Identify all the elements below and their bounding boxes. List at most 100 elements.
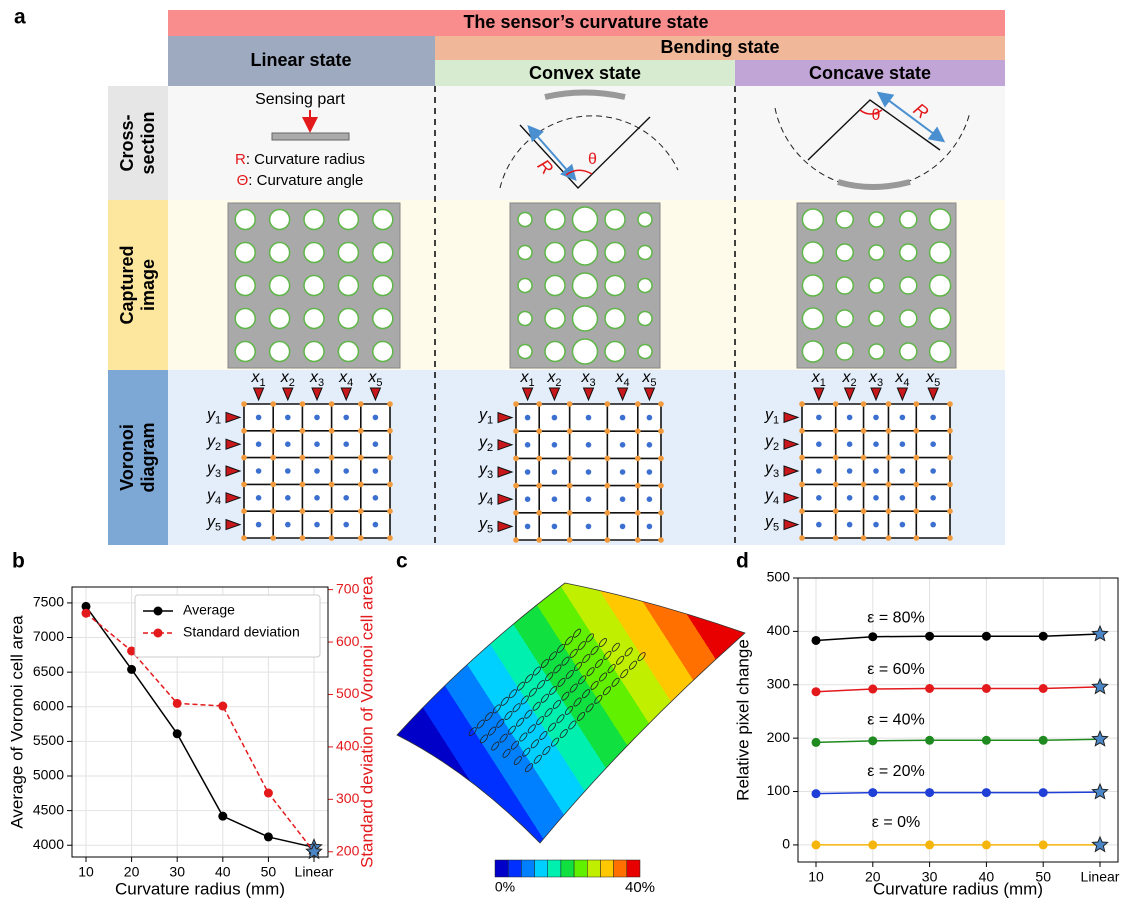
symbol: x	[338, 369, 348, 386]
pore	[585, 633, 594, 643]
dot	[835, 342, 854, 361]
seed	[619, 442, 626, 448]
dot	[544, 307, 566, 330]
marker	[263, 832, 273, 842]
vertex	[604, 401, 611, 407]
seed	[285, 468, 291, 474]
angle-symbol: θ	[588, 151, 597, 168]
vertex	[885, 428, 892, 434]
seed	[873, 468, 879, 474]
index: 2	[487, 442, 493, 454]
symbol: y	[206, 407, 216, 424]
seed	[372, 521, 379, 528]
vertex	[635, 537, 641, 543]
legend-marker	[153, 628, 163, 638]
vertex	[387, 428, 393, 434]
pore	[496, 718, 505, 728]
x-tick-label: 20	[865, 869, 881, 885]
dot	[571, 338, 599, 365]
series-line	[815, 791, 1101, 795]
pore	[590, 680, 599, 690]
index: 5	[376, 377, 382, 389]
dot	[337, 274, 360, 297]
symbol: R	[235, 151, 246, 168]
column-label: x4	[615, 369, 630, 389]
vertex	[832, 454, 839, 461]
index: 1	[215, 414, 221, 426]
index: 2	[555, 377, 561, 389]
vertex	[566, 401, 573, 407]
symbol: y	[764, 514, 774, 531]
pore	[539, 730, 548, 740]
vertex	[604, 537, 611, 543]
seed	[372, 441, 379, 448]
legend-label: Average	[183, 602, 235, 618]
vertex	[513, 428, 519, 435]
legend-box	[134, 594, 321, 658]
vertex	[860, 481, 867, 488]
marker	[925, 840, 935, 850]
pore	[599, 672, 608, 682]
vertex	[241, 535, 247, 541]
symbol: y	[478, 516, 488, 533]
colorbar-cell	[613, 859, 628, 878]
seed	[285, 521, 291, 528]
row-label: y2	[478, 434, 493, 454]
dot	[372, 340, 394, 363]
vertex	[566, 455, 573, 462]
pore	[551, 737, 560, 747]
vertex	[241, 401, 247, 407]
pore	[488, 726, 497, 736]
row-header	[108, 370, 168, 545]
seed	[873, 521, 879, 528]
vertex	[832, 428, 839, 434]
index: 5	[773, 522, 779, 534]
seed	[314, 441, 320, 448]
x-tick-label: 40	[979, 869, 995, 885]
vertex	[947, 454, 953, 461]
symbol: x	[280, 369, 290, 386]
row-label: y5	[206, 514, 221, 534]
y-axis-label: Relative pixel change	[733, 639, 752, 801]
vertex	[885, 508, 892, 514]
seed	[343, 495, 350, 501]
dot	[801, 241, 825, 264]
sensor-arc	[837, 179, 911, 190]
dot	[303, 340, 325, 363]
index: 1	[773, 414, 779, 426]
row-marker	[783, 438, 800, 450]
vertex	[513, 455, 519, 462]
pore	[602, 686, 611, 696]
symbol: x	[615, 369, 625, 386]
seed	[343, 468, 350, 474]
seed	[619, 414, 626, 421]
marker	[811, 840, 821, 850]
vertex	[536, 537, 542, 543]
index: 1	[260, 377, 266, 389]
symbol: x	[868, 369, 878, 386]
dot	[517, 343, 533, 360]
vertex	[947, 535, 953, 541]
pore	[525, 763, 534, 773]
y2-tick-label: 200	[336, 842, 360, 858]
index: 5	[487, 523, 493, 535]
seed	[619, 469, 626, 475]
pore	[513, 756, 522, 765]
pore	[476, 719, 485, 729]
column-label: x5	[925, 369, 940, 389]
column-label: x2	[280, 369, 295, 389]
y-tick-label: 4500	[33, 801, 64, 817]
marker	[1091, 729, 1109, 747]
column-label: x1	[520, 369, 535, 389]
vertex	[860, 535, 867, 541]
symbol: x	[367, 369, 377, 386]
pore	[586, 667, 595, 677]
marker	[868, 840, 878, 850]
pore	[540, 693, 549, 703]
x-tick-label: Linear	[295, 864, 334, 880]
seed	[846, 521, 853, 528]
vertex	[635, 401, 641, 407]
dot	[337, 208, 360, 231]
pore	[502, 748, 511, 758]
marker	[1091, 782, 1109, 800]
